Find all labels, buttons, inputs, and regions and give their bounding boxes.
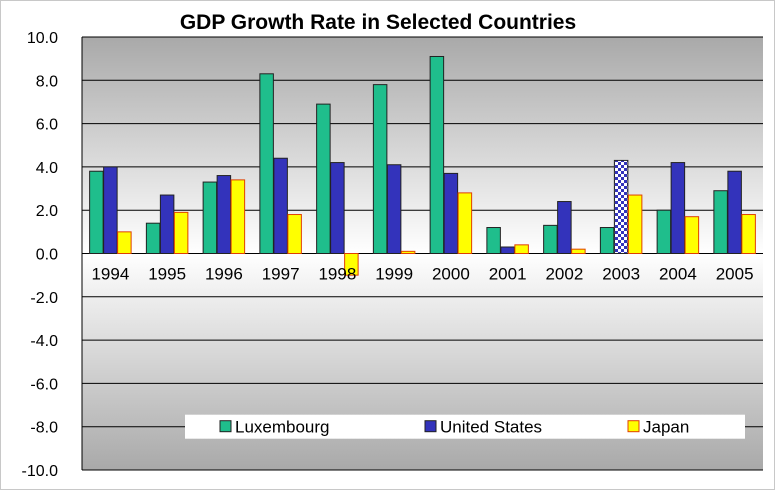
bar-united-states-2000 bbox=[443, 172, 459, 255]
y-tick-label: -4.0 bbox=[30, 333, 58, 350]
y-tick-label: 6.0 bbox=[36, 117, 58, 134]
y-tick-label: -10.0 bbox=[22, 463, 59, 480]
legend-swatch-luxembourg bbox=[219, 420, 232, 433]
chart-title: GDP Growth Rate in Selected Countries bbox=[180, 11, 576, 34]
bar-luxembourg-2000 bbox=[429, 55, 445, 254]
x-tick-label: 1998 bbox=[318, 265, 356, 284]
x-tick-label: 2003 bbox=[602, 265, 640, 284]
bar-united-states-1998 bbox=[330, 162, 345, 255]
y-tick-label: -2.0 bbox=[30, 290, 58, 307]
bar-luxembourg-1994 bbox=[89, 170, 104, 254]
x-tick-label: 2005 bbox=[716, 265, 754, 284]
bar-japan-2001 bbox=[514, 244, 529, 254]
y-tick-label: 10.0 bbox=[27, 30, 58, 47]
x-tick-label: 2001 bbox=[489, 265, 527, 284]
bar-united-states-2004 bbox=[670, 162, 686, 255]
bar-luxembourg-2004 bbox=[656, 209, 672, 254]
legend-swatch-united-states bbox=[424, 420, 437, 433]
y-axis-ticks: 10.0 8.0 6.0 4.0 2.0 0.0 -2.0 -4.0 -6.0 -8.0 -10.0 bbox=[22, 30, 59, 480]
legend-label: Luxembourg bbox=[235, 418, 330, 437]
x-tick-label: 2000 bbox=[432, 265, 470, 284]
y-tick-label: 2.0 bbox=[36, 203, 58, 220]
bar-united-states-2005 bbox=[727, 170, 742, 254]
bars bbox=[89, 55, 756, 276]
bar-united-states-1996 bbox=[216, 175, 232, 254]
bar-japan-1997 bbox=[287, 214, 302, 254]
x-tick-label: 1999 bbox=[375, 265, 413, 284]
bar-japan-2003 bbox=[627, 194, 643, 254]
y-tick-label: 8.0 bbox=[36, 73, 58, 90]
bar-japan-1994 bbox=[117, 231, 132, 255]
legend-box bbox=[185, 414, 745, 439]
x-tick-label: 1997 bbox=[262, 265, 300, 284]
bar-japan-1995 bbox=[173, 211, 189, 255]
y-tick-label: -8.0 bbox=[30, 420, 58, 437]
bar-japan-2002 bbox=[571, 248, 586, 254]
x-tick-label: 1995 bbox=[148, 265, 186, 284]
bar-japan-1999 bbox=[400, 250, 416, 255]
bar-united-states-1994 bbox=[103, 166, 118, 254]
bar-luxembourg-2005 bbox=[713, 190, 728, 254]
x-axis-ticks: 1994 1995 1996 1997 1998 1999 2000 2001 2002 2003… bbox=[91, 265, 753, 284]
y-tick-label: 4.0 bbox=[36, 160, 58, 177]
bar-luxembourg-1998 bbox=[316, 103, 331, 254]
bar-united-states-2001 bbox=[500, 246, 515, 255]
bar-luxembourg-2001 bbox=[486, 227, 501, 255]
y-tick-label: 0.0 bbox=[36, 247, 58, 264]
bar-japan-1996 bbox=[230, 179, 246, 254]
bar-united-states-1999 bbox=[386, 164, 402, 254]
bar-united-states-2002 bbox=[557, 201, 572, 254]
x-tick-label: 2004 bbox=[659, 265, 697, 284]
bar-united-states-1995 bbox=[159, 194, 175, 254]
legend: Luxembourg United States Japan bbox=[185, 414, 745, 439]
bar-luxembourg-1997 bbox=[259, 73, 274, 255]
bar-japan-1998 bbox=[344, 253, 359, 276]
x-tick-label: 1996 bbox=[205, 265, 243, 284]
bar-luxembourg-1996 bbox=[202, 181, 218, 254]
x-tick-label: 1994 bbox=[91, 265, 129, 284]
legend-label: United States bbox=[440, 418, 542, 437]
bar-japan-2005 bbox=[741, 214, 756, 254]
bar-luxembourg-1999 bbox=[372, 84, 388, 254]
bar-luxembourg-1995 bbox=[145, 222, 161, 255]
bar-luxembourg-2002 bbox=[543, 224, 558, 254]
legend-swatch-japan bbox=[627, 420, 640, 433]
legend-label: Japan bbox=[643, 418, 689, 437]
bar-luxembourg-2003 bbox=[599, 227, 615, 255]
x-tick-label: 2002 bbox=[545, 265, 583, 284]
y-tick-label: -6.0 bbox=[30, 376, 58, 393]
bar-united-states-2003 bbox=[613, 159, 629, 254]
bar-japan-2004 bbox=[684, 216, 700, 255]
bar-japan-2000 bbox=[457, 192, 473, 255]
bar-united-states-1997 bbox=[273, 157, 288, 255]
